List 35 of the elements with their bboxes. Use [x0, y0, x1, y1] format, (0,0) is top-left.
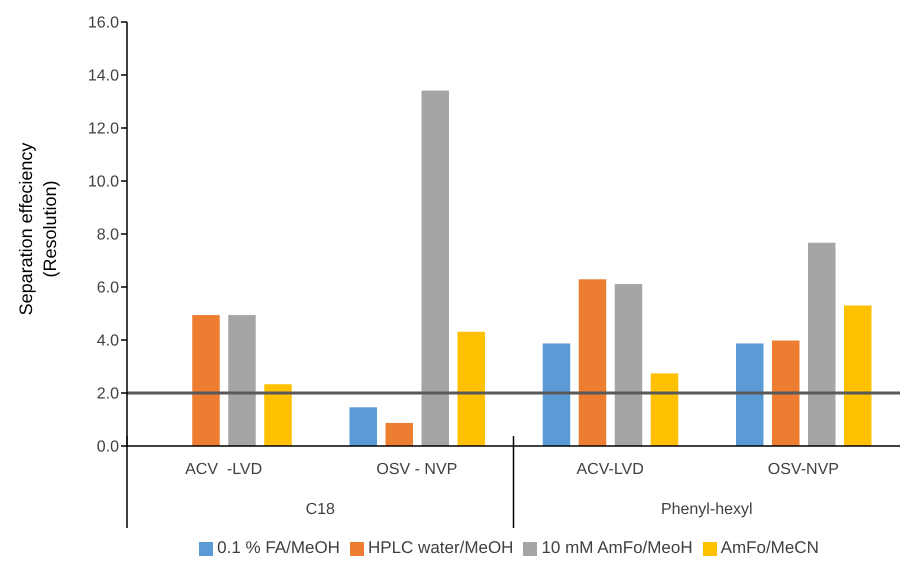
y-tick-label: 2.0: [96, 386, 120, 403]
y-tick-label: 12.0: [88, 120, 120, 138]
y-tick-label: 14.0: [88, 68, 120, 85]
x-tick-label: OSV-NVP: [768, 461, 839, 478]
text: Phenyl-hexyl: [660, 501, 753, 518]
x-tick-label: OSV - NVP: [376, 461, 458, 478]
y-tick-label: 8.0: [96, 226, 120, 244]
bar: [420, 90, 450, 446]
y-tick-label: 6.0: [96, 280, 120, 297]
bar: [228, 314, 256, 446]
bar: [542, 342, 571, 446]
bar: [735, 342, 764, 446]
legend-label: 10 mM AmFo/MeoH: [541, 538, 693, 557]
legend-label: HPLC water/MeOH: [368, 538, 514, 557]
bar: [384, 422, 414, 446]
bar: [614, 284, 643, 446]
bar: [807, 242, 836, 446]
bar: [264, 384, 292, 446]
x-tick-label: ACV-LVD: [576, 461, 644, 478]
x-tick-label: ACV -LVD: [185, 461, 262, 478]
y-tick-label: 16.0: [88, 14, 120, 32]
y-tick-label: 0.0: [96, 438, 120, 456]
bar: [456, 331, 486, 446]
bar: [650, 372, 679, 446]
bar: [192, 314, 220, 446]
bar: [578, 278, 607, 446]
bar: [348, 406, 378, 446]
bar: [843, 305, 872, 446]
y-tick-label: 10.0: [88, 174, 120, 191]
bar: [771, 340, 800, 446]
y-axis-title: Separation effeciency (Resolution): [16, 142, 60, 316]
legend-label: 0.1 % FA/MeOH: [217, 538, 340, 557]
legend-label: AmFo/MeCN: [720, 538, 819, 557]
text: C18: [306, 501, 336, 518]
y-tick-label: 4.0: [96, 332, 120, 350]
